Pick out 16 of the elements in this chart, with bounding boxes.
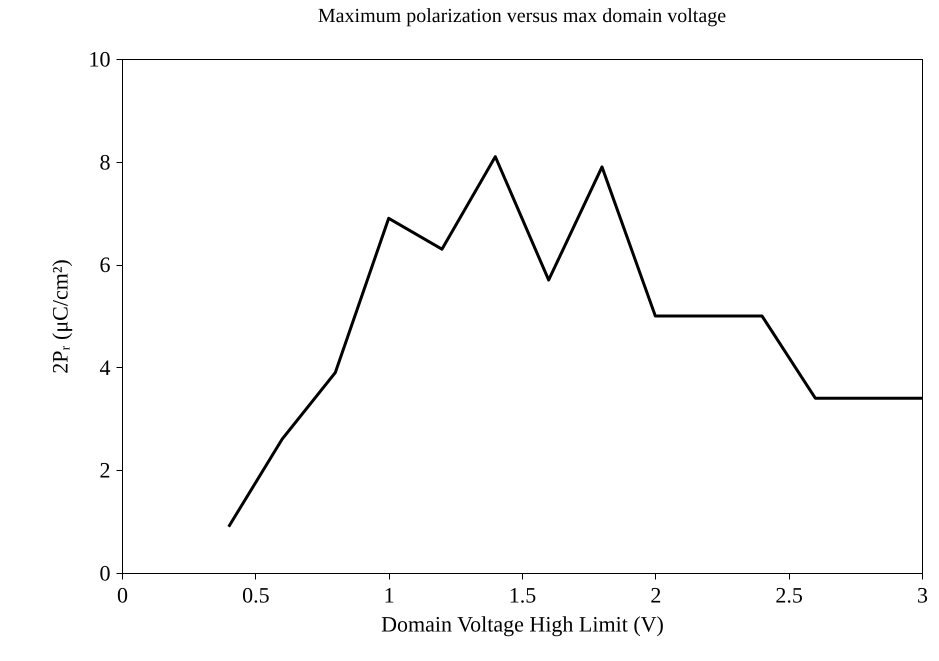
y-tick-label: 4 [100, 354, 110, 380]
x-tick-label: 0.5 [242, 582, 270, 608]
x-tick-label: 0 [117, 582, 128, 608]
x-tick-label: 2 [650, 582, 662, 608]
x-tick-label: 1.5 [508, 582, 536, 608]
y-axis-title: 2Pᵣ (μC/cm²) [48, 259, 72, 374]
x-tick-label: 3 [917, 582, 928, 608]
y-tick-label: 2 [100, 458, 110, 483]
x-axis-title: Domain Voltage High Limit (V) [381, 612, 664, 636]
y-tick-label: 8 [100, 149, 110, 174]
x-tick-label: 2.5 [775, 582, 803, 608]
x-tick-label: 1 [384, 582, 395, 608]
chart-title: Maximum polarization versus max domain voltage [318, 5, 726, 27]
y-tick-label: 0 [100, 560, 110, 586]
y-tick-label: 10 [88, 46, 110, 72]
y-tick-label: 6 [100, 252, 110, 278]
